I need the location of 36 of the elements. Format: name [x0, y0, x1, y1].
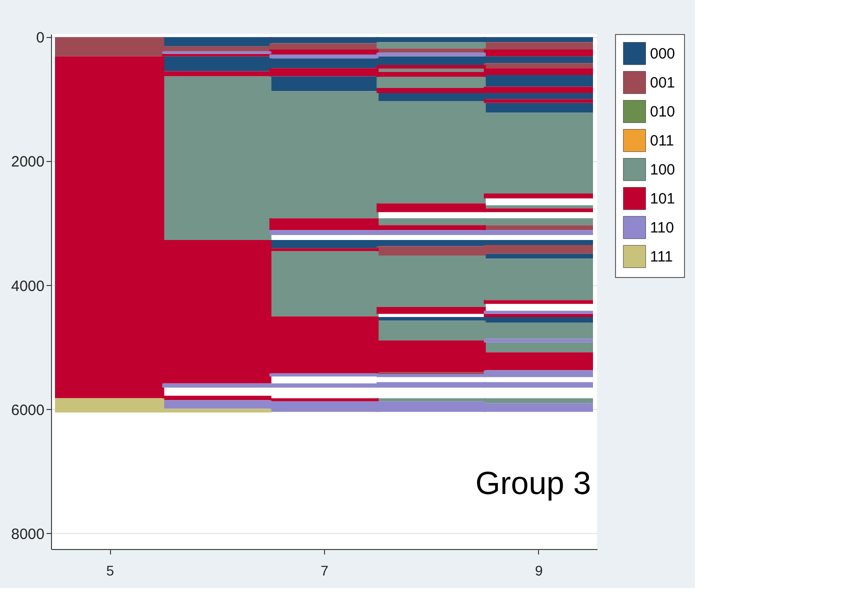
bar [376, 307, 486, 314]
annotation: Group 3 [475, 465, 591, 501]
legend-label: 011 [650, 132, 674, 150]
y-tick-label: 8000 [11, 526, 44, 543]
bar [484, 102, 593, 113]
bar [484, 314, 593, 317]
legend-label: 010 [650, 104, 676, 120]
y-tick-label: 6000 [11, 402, 44, 419]
bar [376, 76, 486, 88]
y-tick-label: 0 [36, 30, 44, 47]
legend-label: 000 [650, 46, 676, 62]
bar [484, 205, 593, 208]
bar [484, 99, 593, 103]
bar [484, 225, 593, 230]
bar [269, 76, 379, 92]
bar [484, 63, 593, 68]
x-tick-label: 5 [106, 562, 114, 578]
legend-label: 001 [650, 74, 676, 92]
bar [484, 338, 593, 342]
bar [484, 50, 593, 56]
legend-label: 101 [650, 190, 676, 208]
legend-label: 111 [650, 248, 673, 266]
bar [484, 310, 593, 314]
legend-label: 100 [650, 162, 676, 178]
y-tick-label: 2000 [11, 154, 44, 171]
bar [484, 193, 593, 198]
x-tick-label: 7 [320, 562, 329, 578]
x-tick-label: 9 [535, 562, 543, 578]
bar [484, 342, 593, 352]
bar [376, 68, 486, 72]
bar [484, 74, 593, 87]
bar [484, 300, 593, 304]
y-tick-label: 4000 [11, 278, 44, 295]
legend-label: 110 [650, 220, 674, 236]
bar [376, 42, 486, 48]
bar [484, 254, 593, 259]
